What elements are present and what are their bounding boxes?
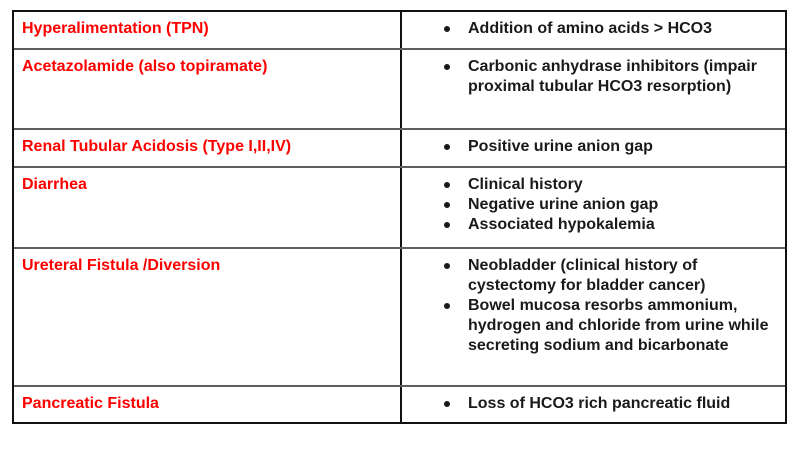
- condition-text: Ureteral Fistula /Diversion: [22, 257, 221, 274]
- condition-text: Renal Tubular Acidosis (Type I,II,IV): [22, 138, 292, 155]
- findings-list: Positive urine anion gap: [412, 137, 779, 157]
- finding-item: Clinical history: [444, 175, 779, 195]
- finding-item: Addition of amino acids > HCO3: [444, 19, 779, 39]
- finding-item: Negative urine anion gap: [444, 195, 779, 215]
- findings-list: Carbonic anhydrase inhibitors (impair pr…: [412, 57, 779, 97]
- condition-cell: Pancreatic Fistula: [14, 387, 402, 422]
- findings-list: Addition of amino acids > HCO3: [412, 19, 779, 39]
- finding-text: Loss of HCO3 rich pancreatic fluid: [468, 395, 731, 412]
- table-row: Pancreatic Fistula Loss of HCO3 rich panc…: [14, 385, 785, 422]
- findings-list: Loss of HCO3 rich pancreatic fluid: [412, 394, 779, 414]
- findings-cell: Loss of HCO3 rich pancreatic fluid: [402, 387, 785, 422]
- findings-cell: Carbonic anhydrase inhibitors (impair pr…: [402, 50, 785, 128]
- finding-text: Bowel mucosa resorbs ammonium, hydrogen …: [468, 297, 769, 354]
- bullet-icon: [444, 202, 450, 208]
- bullet-icon: [444, 144, 450, 150]
- condition-cell: Renal Tubular Acidosis (Type I,II,IV): [14, 130, 402, 166]
- findings-list: Neobladder (clinical history of cystecto…: [412, 256, 779, 356]
- table-row: Diarrhea Clinical history Negative urine a…: [14, 166, 785, 247]
- condition-cell: Ureteral Fistula /Diversion: [14, 249, 402, 385]
- finding-text: Negative urine anion gap: [468, 196, 659, 213]
- bullet-icon: [444, 222, 450, 228]
- finding-item: Neobladder (clinical history of cystecto…: [444, 256, 779, 296]
- condition-cell: Diarrhea: [14, 168, 402, 247]
- condition-cell: Acetazolamide (also topiramate): [14, 50, 402, 128]
- finding-text: Neobladder (clinical history of cystecto…: [468, 257, 706, 294]
- finding-item: Carbonic anhydrase inhibitors (impair pr…: [444, 57, 779, 97]
- finding-text: Clinical history: [468, 176, 583, 193]
- findings-cell: Clinical history Negative urine anion gap…: [402, 168, 785, 247]
- finding-item: Bowel mucosa resorbs ammonium, hydrogen …: [444, 296, 779, 356]
- bullet-icon: [444, 182, 450, 188]
- findings-cell: Neobladder (clinical history of cystecto…: [402, 249, 785, 385]
- finding-item: Loss of HCO3 rich pancreatic fluid: [444, 394, 779, 414]
- finding-item: Associated hypokalemia: [444, 215, 779, 235]
- condition-text: Diarrhea: [22, 176, 87, 193]
- finding-text: Addition of amino acids > HCO3: [468, 20, 713, 37]
- finding-text: Carbonic anhydrase inhibitors (impair pr…: [468, 58, 757, 95]
- bullet-icon: [444, 26, 450, 32]
- finding-text: Associated hypokalemia: [468, 216, 655, 233]
- findings-cell: Positive urine anion gap: [402, 130, 785, 166]
- condition-text: Acetazolamide (also topiramate): [22, 58, 268, 75]
- condition-cell: Hyperalimentation (TPN): [14, 12, 402, 48]
- condition-text: Pancreatic Fistula: [22, 395, 159, 412]
- table-row: Acetazolamide (also topiramate) Carbonic …: [14, 48, 785, 128]
- table-row: Hyperalimentation (TPN) Addition of amino…: [14, 12, 785, 48]
- finding-text: Positive urine anion gap: [468, 138, 653, 155]
- bullet-icon: [444, 401, 450, 407]
- table-row: Ureteral Fistula /Diversion Neobladder (c…: [14, 247, 785, 385]
- condition-text: Hyperalimentation (TPN): [22, 20, 209, 37]
- findings-cell: Addition of amino acids > HCO3: [402, 12, 785, 48]
- bullet-icon: [444, 303, 450, 309]
- findings-list: Clinical history Negative urine anion gap…: [412, 175, 779, 235]
- bullet-icon: [444, 263, 450, 269]
- table-row: Renal Tubular Acidosis (Type I,II,IV) Pos…: [14, 128, 785, 166]
- finding-item: Positive urine anion gap: [444, 137, 779, 157]
- conditions-table: Hyperalimentation (TPN) Addition of amino…: [12, 10, 787, 424]
- bullet-icon: [444, 64, 450, 70]
